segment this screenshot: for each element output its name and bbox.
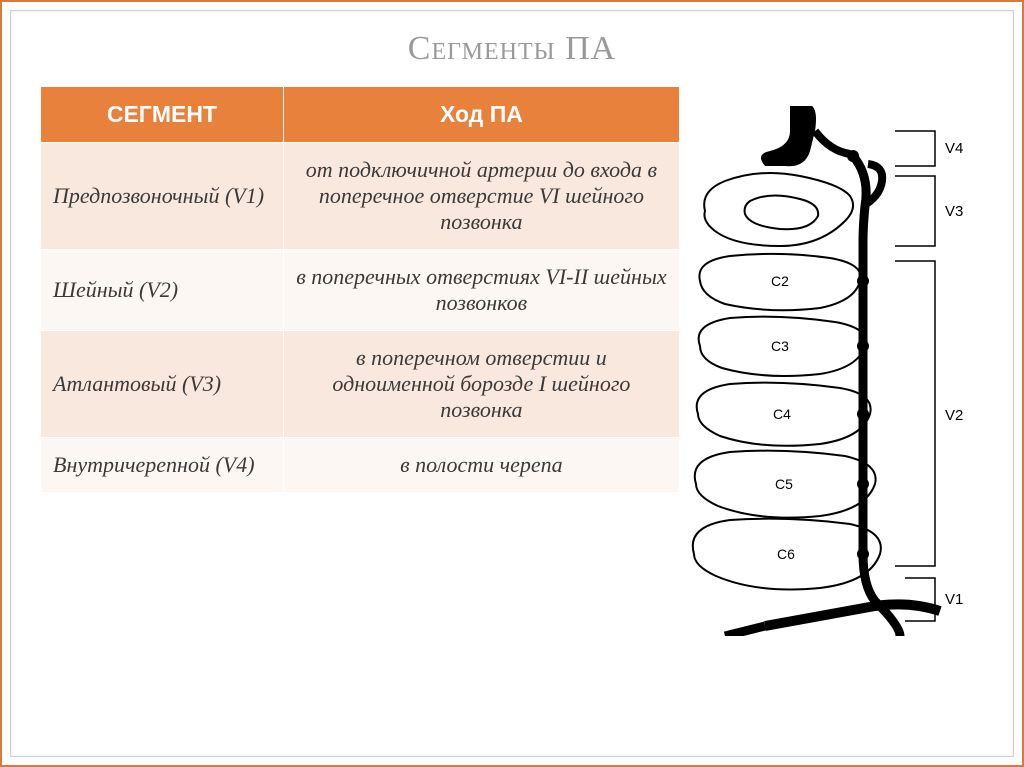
header-course: Ход ПА	[283, 87, 679, 143]
seg-label-v2: V2	[945, 407, 963, 424]
table-row: Шейный (V2) в поперечных отверстиях VI-I…	[41, 250, 680, 331]
cell-seg-0: Предпозвоночный (V1)	[41, 143, 284, 250]
main-row: СЕГМЕНТ Ход ПА Предпозвоночный (V1) от п…	[40, 86, 984, 646]
cell-course-0: от подключичной артерии до входа в попер…	[283, 143, 679, 250]
page-title: Сегменты ПА	[40, 30, 984, 68]
cell-seg-2: Атлантовый (V3)	[41, 331, 284, 438]
segments-table: СЕГМЕНТ Ход ПА Предпозвоночный (V1) от п…	[40, 86, 680, 493]
vertebral-artery-svg: V4 V3 V2 V1 C2 C3 C4 C5 C6	[670, 96, 990, 636]
cell-course-1: в поперечных отверстиях VI-II шейных поз…	[283, 250, 679, 331]
table-row: Предпозвоночный (V1) от подключичной арт…	[41, 143, 680, 250]
table-row: Внутричерепной (V4) в полости черепа	[41, 438, 680, 493]
table-row: Атлантовый (V3) в поперечном отверстии и…	[41, 331, 680, 438]
slide-content: Сегменты ПА СЕГМЕНТ Ход ПА Предпозвоночн…	[40, 30, 984, 737]
vert-label-c4: C4	[773, 406, 791, 422]
cell-course-2: в поперечном отверстии и одноименной бор…	[283, 331, 679, 438]
cell-seg-1: Шейный (V2)	[41, 250, 284, 331]
anatomy-diagram: V4 V3 V2 V1 C2 C3 C4 C5 C6	[690, 86, 984, 646]
cell-course-3: в полости черепа	[283, 438, 679, 493]
vert-label-c5: C5	[775, 476, 793, 492]
seg-label-v1: V1	[945, 591, 963, 608]
cell-seg-3: Внутричерепной (V4)	[41, 438, 284, 493]
segments-table-wrap: СЕГМЕНТ Ход ПА Предпозвоночный (V1) от п…	[40, 86, 680, 493]
seg-label-v4: V4	[945, 140, 963, 157]
vert-label-c3: C3	[771, 338, 789, 354]
vert-label-c2: C2	[771, 273, 789, 289]
seg-label-v3: V3	[945, 203, 963, 220]
header-segment: СЕГМЕНТ	[41, 87, 284, 143]
vert-label-c6: C6	[777, 546, 795, 562]
table-header-row: СЕГМЕНТ Ход ПА	[41, 87, 680, 143]
